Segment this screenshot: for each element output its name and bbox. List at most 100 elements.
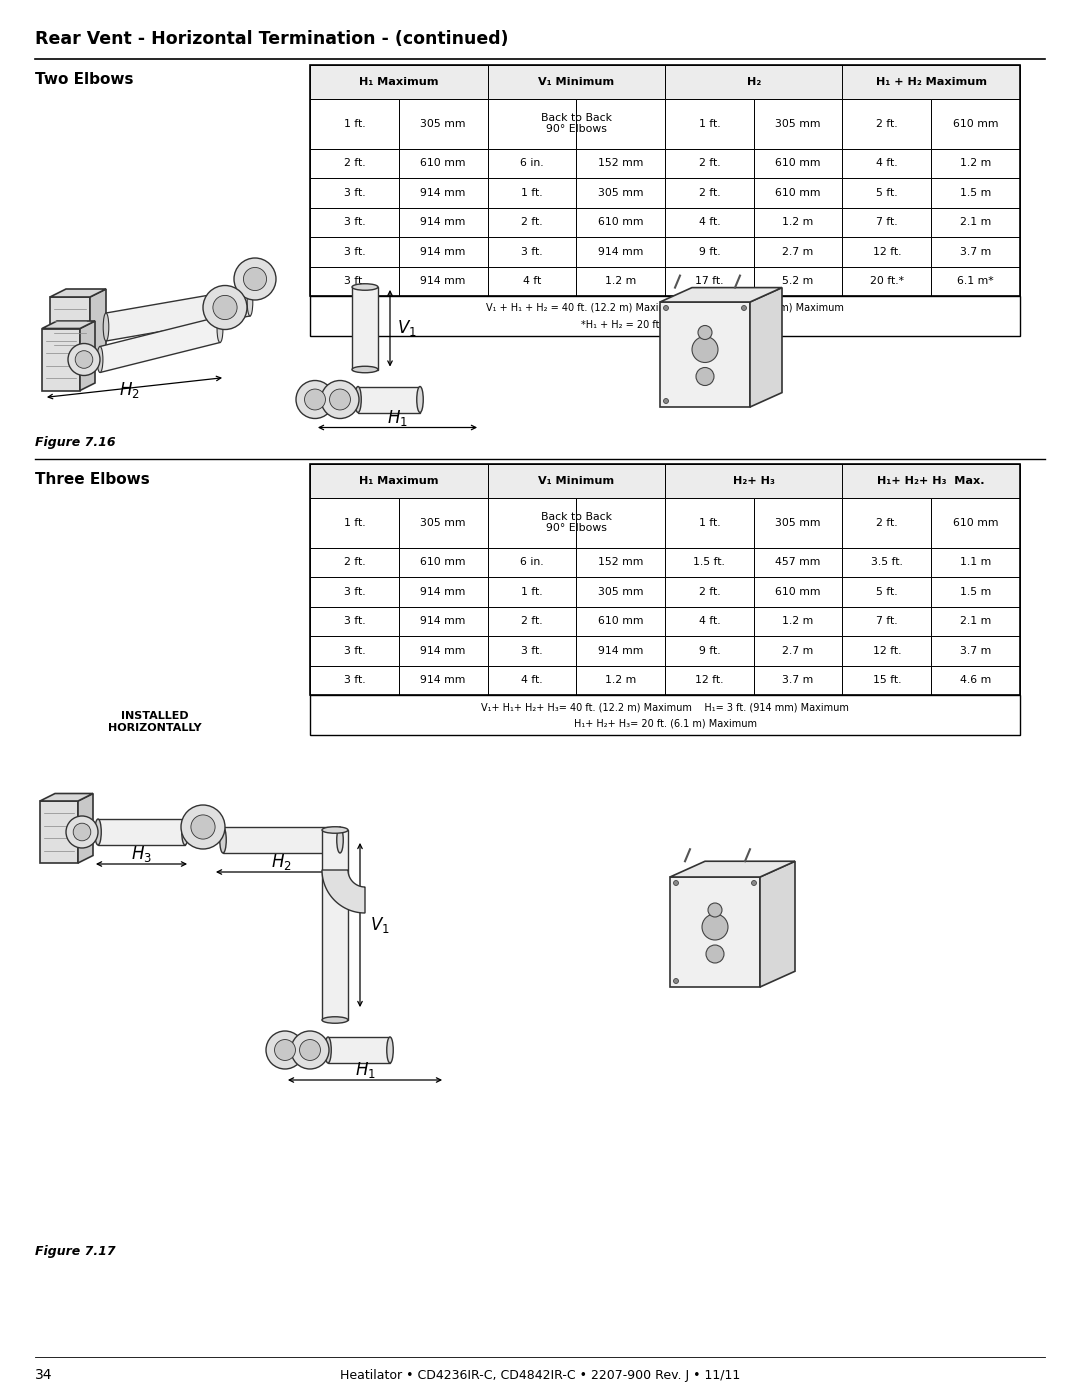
Text: 12 ft.: 12 ft. <box>873 247 901 257</box>
Text: H₁ Maximum: H₁ Maximum <box>359 77 438 87</box>
Text: 2.7 m: 2.7 m <box>783 247 813 257</box>
Bar <box>665 148 754 177</box>
Bar <box>310 497 399 548</box>
Bar <box>310 208 399 237</box>
Bar <box>399 148 487 177</box>
Text: 3 ft.: 3 ft. <box>343 187 365 198</box>
Polygon shape <box>78 793 93 863</box>
Bar <box>399 267 487 296</box>
Text: 6 in.: 6 in. <box>521 557 543 567</box>
Text: 5 ft.: 5 ft. <box>876 187 897 198</box>
Text: 914 mm: 914 mm <box>598 645 644 655</box>
Bar <box>931 497 1020 548</box>
Bar <box>665 665 754 694</box>
Polygon shape <box>50 298 90 358</box>
Circle shape <box>191 814 215 840</box>
Text: 3 ft.: 3 ft. <box>343 218 365 228</box>
Bar <box>931 237 1020 267</box>
Text: 305 mm: 305 mm <box>598 187 644 198</box>
Bar <box>842 665 931 694</box>
Bar <box>842 148 931 177</box>
Circle shape <box>674 880 678 886</box>
Text: H₁ Maximum: H₁ Maximum <box>359 476 438 486</box>
Bar <box>931 99 1020 148</box>
Circle shape <box>305 388 325 409</box>
Text: $H_2$: $H_2$ <box>271 852 292 872</box>
Ellipse shape <box>417 387 423 412</box>
Text: 1 ft.: 1 ft. <box>343 119 365 129</box>
Text: Rear Vent - Horizontal Termination - (continued): Rear Vent - Horizontal Termination - (co… <box>35 29 509 47</box>
Bar <box>842 99 931 148</box>
Bar <box>399 237 487 267</box>
Bar <box>310 99 399 148</box>
Text: 610 mm: 610 mm <box>775 158 821 168</box>
Bar <box>842 497 931 548</box>
Circle shape <box>76 351 93 369</box>
Bar <box>842 267 931 296</box>
Bar <box>310 464 487 497</box>
Polygon shape <box>322 870 365 914</box>
Circle shape <box>243 267 267 291</box>
Text: 914 mm: 914 mm <box>420 187 465 198</box>
Text: 34: 34 <box>35 1368 53 1382</box>
Bar <box>310 148 399 177</box>
Bar <box>665 464 842 497</box>
Bar <box>842 208 931 237</box>
Bar <box>577 177 665 208</box>
Text: 152 mm: 152 mm <box>598 158 644 168</box>
Text: 4.6 m: 4.6 m <box>960 675 991 686</box>
Text: 914 mm: 914 mm <box>420 277 465 286</box>
Text: 2.1 m: 2.1 m <box>960 218 991 228</box>
Text: 3 ft.: 3 ft. <box>343 247 365 257</box>
Polygon shape <box>106 288 249 341</box>
Bar <box>754 208 842 237</box>
Bar <box>754 99 842 148</box>
Text: $H_2$: $H_2$ <box>119 380 140 400</box>
Polygon shape <box>760 861 795 988</box>
Polygon shape <box>660 288 782 302</box>
Text: 4 ft: 4 ft <box>523 277 541 286</box>
Bar <box>754 665 842 694</box>
Text: 7 ft.: 7 ft. <box>876 616 897 626</box>
Text: 305 mm: 305 mm <box>420 517 465 528</box>
Text: 152 mm: 152 mm <box>598 557 644 567</box>
Text: 3 ft.: 3 ft. <box>343 616 365 626</box>
Bar <box>665 177 754 208</box>
Bar <box>487 665 577 694</box>
Bar <box>754 497 842 548</box>
Ellipse shape <box>181 819 188 845</box>
Text: $H_1$: $H_1$ <box>387 408 408 427</box>
Text: INSTALLED
HORIZONTALLY: INSTALLED HORIZONTALLY <box>108 711 202 733</box>
Polygon shape <box>222 827 340 854</box>
Circle shape <box>296 380 334 419</box>
Text: $H_3$: $H_3$ <box>131 844 152 863</box>
Bar <box>487 464 665 497</box>
Text: 2.7 m: 2.7 m <box>783 645 813 655</box>
Text: 3 ft.: 3 ft. <box>343 587 365 597</box>
Text: 610 mm: 610 mm <box>953 119 998 129</box>
Text: 9 ft.: 9 ft. <box>699 645 720 655</box>
Bar <box>310 606 399 636</box>
Text: 3.7 m: 3.7 m <box>960 645 991 655</box>
Bar <box>754 577 842 606</box>
Text: 1 ft.: 1 ft. <box>699 517 720 528</box>
Text: 2 ft.: 2 ft. <box>521 218 542 228</box>
Bar <box>399 636 487 665</box>
Polygon shape <box>670 877 760 988</box>
Bar <box>665 548 754 577</box>
Text: H₂: H₂ <box>746 77 761 87</box>
Bar <box>665 99 754 148</box>
Text: 1.2 m: 1.2 m <box>605 277 636 286</box>
Text: 1.2 m: 1.2 m <box>605 675 636 686</box>
Bar <box>754 548 842 577</box>
Bar <box>577 497 665 548</box>
Bar <box>665 497 754 548</box>
Circle shape <box>696 367 714 386</box>
Circle shape <box>698 326 712 339</box>
Text: H₁+ H₂+ H₃  Max.: H₁+ H₂+ H₃ Max. <box>877 476 985 486</box>
Text: 5 ft.: 5 ft. <box>876 587 897 597</box>
Text: Back to Back
90° Elbows: Back to Back 90° Elbows <box>541 113 611 134</box>
Ellipse shape <box>337 827 343 854</box>
Text: 15 ft.: 15 ft. <box>873 675 901 686</box>
Text: Heatilator • CD4236IR-C, CD4842IR-C • 2207-900 Rev. J • 11/11: Heatilator • CD4236IR-C, CD4842IR-C • 22… <box>340 1369 740 1382</box>
